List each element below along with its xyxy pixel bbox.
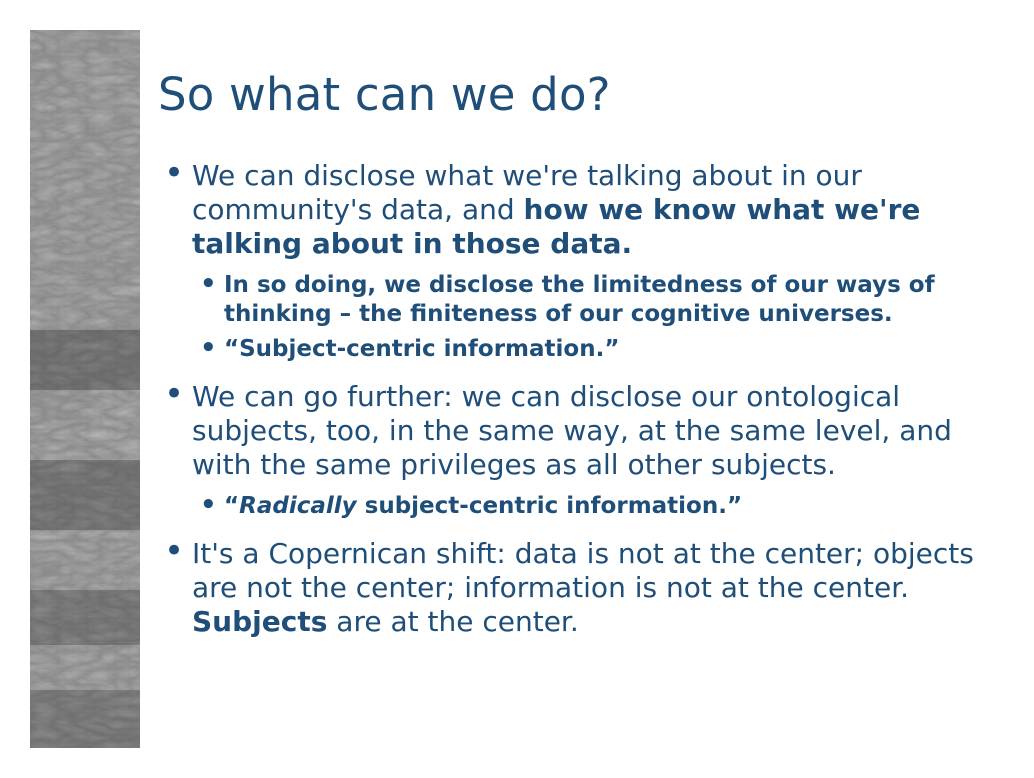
bullet-2: We can go further: we can disclose our o… xyxy=(158,380,1010,521)
bullet-1-sublist: In so doing, we disclose the limitedness… xyxy=(192,271,1010,363)
slide-content: So what can we do? We can disclose what … xyxy=(158,68,1010,655)
bullet-1-sub-2: “Subject-centric information.” xyxy=(192,335,1010,364)
bullet-3: It's a Copernican shift: data is not at … xyxy=(158,537,1010,639)
bullet-list: We can disclose what we're talking about… xyxy=(158,159,1010,639)
bullet-1-sub-1: In so doing, we disclose the limitedness… xyxy=(192,271,1010,329)
bullet-3-text-b: are at the center. xyxy=(327,605,578,638)
slide: So what can we do? We can disclose what … xyxy=(0,0,1034,778)
bullet-2-sub-1: “Radically subject-centric information.” xyxy=(192,492,1010,521)
bullet-2-sub-1-q: “ xyxy=(224,493,239,519)
water-texture-icon xyxy=(30,30,140,748)
bullet-2-text: We can go further: we can disclose our o… xyxy=(192,380,952,481)
bullet-1: We can disclose what we're talking about… xyxy=(158,159,1010,364)
bullet-3-text-a: It's a Copernican shift: data is not at … xyxy=(192,537,974,604)
bullet-3-text-bold: Subjects xyxy=(192,605,327,638)
slide-title: So what can we do? xyxy=(158,68,1010,121)
sidebar-decorative-image xyxy=(30,30,140,748)
bullet-2-sub-1-rest: subject-centric information.” xyxy=(357,493,742,519)
bullet-2-sublist: “Radically subject-centric information.” xyxy=(192,492,1010,521)
bullet-2-sub-1-em: Radically xyxy=(239,493,357,519)
